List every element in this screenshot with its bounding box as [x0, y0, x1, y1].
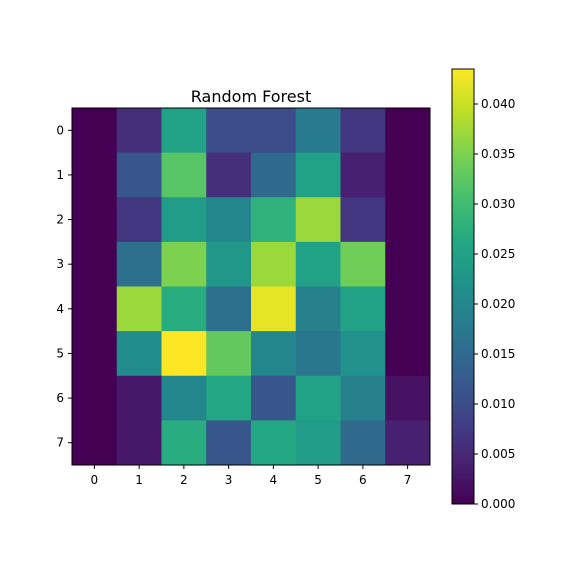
heatmap-cell: [116, 286, 162, 332]
x-tick-label: 7: [404, 473, 412, 487]
heatmap-cell: [161, 420, 207, 466]
heatmap-cell: [72, 108, 118, 154]
heatmap-cell: [340, 241, 386, 288]
heatmap-cell: [251, 331, 297, 377]
heatmap-cell: [295, 331, 341, 377]
y-tick-label: 2: [56, 213, 64, 227]
chart-title: Random Forest: [191, 87, 311, 106]
heatmap-cell: [206, 375, 252, 421]
heatmap-cell: [251, 420, 297, 466]
colorbar-tick-label: 0.015: [481, 347, 515, 361]
heatmap-cell: [206, 331, 252, 377]
heatmap-cell: [116, 108, 162, 154]
heatmap-cell: [161, 375, 207, 421]
x-axis-ticks: 0 1 2 3 4 5 6 7: [91, 465, 412, 487]
heatmap-cell: [251, 241, 297, 288]
heatmap-cell: [206, 286, 252, 332]
colorbar-tick-label: 0.030: [481, 197, 515, 211]
heatmap-cell: [116, 241, 162, 288]
heatmap-cell: [251, 375, 297, 421]
heatmap-cell: [385, 197, 431, 243]
heatmap-cell: [116, 152, 162, 198]
x-tick-label: 0: [91, 473, 99, 487]
heatmap-cell: [206, 152, 252, 198]
heatmap-cell: [251, 108, 297, 154]
colorbar-tick-label: 0.005: [481, 447, 515, 461]
y-tick-label: 0: [56, 123, 64, 137]
heatmap-cell: [116, 331, 162, 377]
heatmap-cell: [340, 152, 386, 198]
heatmap-cell: [340, 286, 386, 332]
x-tick-label: 1: [135, 473, 143, 487]
heatmap-cell: [72, 420, 118, 466]
heatmap-cell: [340, 375, 386, 421]
colorbar-tick-label: 0.000: [481, 497, 515, 511]
heatmap-cell: [161, 241, 207, 288]
heatmap-cell: [385, 241, 431, 288]
colorbar-tick-label: 0.040: [481, 97, 515, 111]
heatmap-cell: [295, 108, 341, 154]
heatmap-cell: [72, 375, 118, 421]
heatmap-cell: [161, 286, 207, 332]
y-tick-label: 7: [56, 436, 64, 450]
x-tick-label: 5: [314, 473, 322, 487]
colorbar-tick-label: 0.010: [481, 397, 515, 411]
colorbar-ticks: 0.000 0.005 0.010 0.015 0.020 0.025 0.030 0.035…: [474, 97, 515, 511]
heatmap-cell: [295, 286, 341, 332]
heatmap-cell: [116, 197, 162, 243]
heatmap-cell: [206, 197, 252, 243]
heatmap-cell: [72, 241, 118, 288]
heatmap-cell: [340, 420, 386, 466]
heatmap-cell: [72, 331, 118, 377]
heatmap-cell: [206, 241, 252, 288]
heatmap-cell: [295, 420, 341, 466]
heatmap-cell: [340, 197, 386, 243]
x-tick-label: 6: [359, 473, 367, 487]
heatmap-cell: [251, 197, 297, 243]
heatmap-cell: [251, 286, 297, 332]
heatmap-cell: [385, 331, 431, 377]
heatmap-cell: [161, 108, 207, 154]
heatmap-cell: [72, 197, 118, 243]
heatmap-cell: [385, 152, 431, 198]
heatmap-cell: [206, 420, 252, 466]
y-tick-label: 3: [56, 257, 64, 271]
heatmap-cell: [116, 375, 162, 421]
heatmap-cell: [385, 375, 431, 421]
x-tick-label: 3: [225, 473, 233, 487]
colorbar-tick-label: 0.020: [481, 297, 515, 311]
heatmap-cell: [340, 331, 386, 377]
colorbar-tick-label: 0.025: [481, 247, 515, 261]
y-tick-label: 1: [56, 168, 64, 182]
colorbar-tick-label: 0.035: [481, 147, 515, 161]
x-tick-label: 4: [270, 473, 278, 487]
heatmap-cell: [116, 420, 162, 466]
heatmap-cell: [385, 286, 431, 332]
heatmap-cell: [161, 331, 207, 377]
y-tick-label: 4: [56, 302, 64, 316]
heatmap-cell: [251, 152, 297, 198]
colorbar: [451, 68, 475, 505]
y-tick-label: 5: [56, 346, 64, 360]
y-axis-ticks: 0 1 2 3 4 5 6 7: [56, 123, 72, 450]
plot-frame: [71, 107, 431, 466]
heatmap-cell: [295, 375, 341, 421]
heatmap-cell: [295, 152, 341, 198]
heatmap-cells: [72, 108, 431, 466]
heatmap-cell: [295, 197, 341, 243]
heatmap-cell: [72, 286, 118, 332]
y-tick-label: 6: [56, 391, 64, 405]
heatmap-cell: [72, 152, 118, 198]
heatmap-cell: [206, 108, 252, 154]
heatmap-cell: [161, 197, 207, 243]
heatmap-cell: [385, 420, 431, 466]
x-tick-label: 2: [180, 473, 188, 487]
heatmap-cell: [295, 241, 341, 288]
colorbar-gradient: [451, 68, 475, 505]
heatmap-cell: [161, 152, 207, 198]
heatmap-cell: [340, 108, 386, 154]
heatmap-cell: [385, 108, 431, 154]
